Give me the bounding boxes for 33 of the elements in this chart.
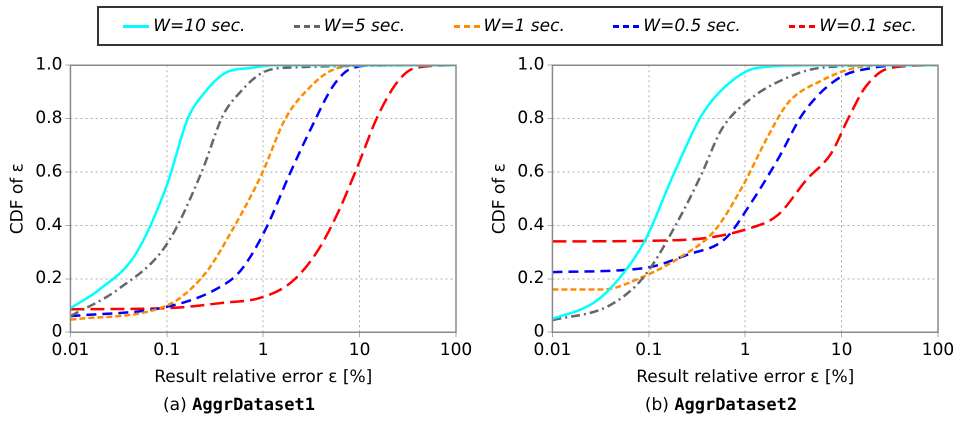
- y-tick-label: 0: [52, 322, 62, 342]
- y-tick-label: 0.4: [517, 214, 544, 235]
- x-axis-title: Result relative error ε [%]: [154, 367, 372, 388]
- y-tick-label: 0.6: [35, 161, 62, 182]
- y-tick-label: 0.8: [517, 108, 544, 128]
- x-tick-label: 100: [922, 340, 954, 360]
- y-axis-title: CDF of ε: [8, 163, 28, 234]
- y-tick-label: 0: [534, 322, 544, 342]
- y-axis-title: CDF of ε: [490, 163, 510, 234]
- legend-label: W=10 sec.: [153, 16, 246, 36]
- legend-label: W=0.1 sec.: [819, 16, 917, 36]
- y-tick-label: 0.6: [517, 161, 544, 182]
- x-tick-label: 100: [440, 340, 472, 360]
- y-tick-label: 0.2: [35, 268, 62, 288]
- x-tick-label: 10: [830, 340, 852, 360]
- x-axis-title: Result relative error ε [%]: [636, 367, 854, 388]
- legend-label: W=5 sec.: [324, 16, 406, 36]
- x-tick-label: 0.01: [52, 340, 90, 360]
- x-tick-label: 1: [740, 340, 751, 360]
- text: (a) AggrDataset1: [162, 395, 316, 415]
- y-tick-label: 0.8: [35, 108, 62, 128]
- x-tick-label: 0.01: [534, 340, 572, 360]
- x-tick-label: 1: [258, 340, 269, 360]
- y-tick-label: 0.2: [517, 268, 544, 288]
- y-tick-label: 1.0: [517, 54, 544, 75]
- x-tick-label: 0.1: [153, 340, 180, 360]
- legend-label: W=0.5 sec.: [643, 16, 741, 36]
- x-tick-label: 10: [348, 340, 370, 360]
- y-tick-label: 0.4: [35, 214, 62, 235]
- text: (b) AggrDataset2: [644, 395, 798, 415]
- x-tick-label: 0.1: [635, 340, 662, 360]
- legend-label: W=1 sec.: [484, 16, 565, 36]
- y-tick-label: 1.0: [35, 54, 62, 75]
